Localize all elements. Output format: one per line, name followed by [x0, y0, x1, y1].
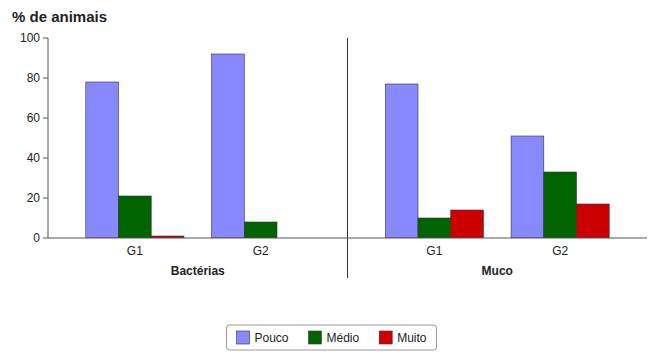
legend-frame — [226, 325, 436, 350]
y-tick — [43, 118, 48, 119]
bar — [576, 204, 609, 238]
bar — [86, 82, 119, 238]
x-axis: G1 G2 Bactérias G1 G2 Muco — [48, 38, 647, 278]
y-tick — [43, 78, 48, 79]
y-tick-label: 40 — [27, 151, 41, 165]
y-tick — [43, 38, 48, 39]
bar — [451, 210, 484, 238]
legend-label: Muito — [397, 331, 427, 345]
y-tick-label: 80 — [27, 71, 41, 85]
x-axis-line — [48, 238, 647, 239]
bar — [212, 54, 245, 238]
y-tick-label: 100 — [20, 31, 40, 45]
y-tick-label: 60 — [27, 111, 41, 125]
legend-swatch — [379, 331, 392, 344]
y-tick — [43, 158, 48, 159]
legend-label: Médio — [327, 331, 360, 345]
x-tick-label: G2 — [253, 244, 269, 258]
y-tick — [43, 198, 48, 199]
bar — [244, 222, 277, 238]
bar — [385, 84, 418, 238]
legend-swatch — [236, 331, 249, 344]
x-tick-label: G1 — [127, 244, 143, 258]
bar — [418, 218, 451, 238]
group-label: Bactérias — [171, 264, 225, 278]
x-tick-label: G2 — [552, 244, 568, 258]
legend-label: Pouco — [254, 331, 288, 345]
legend-swatch — [309, 331, 322, 344]
chart-svg: % de animais020406080100G1G2BactériasG1G… — [0, 0, 663, 363]
x-tick-label: G1 — [426, 244, 442, 258]
y-tick — [43, 238, 48, 239]
legend: Pouco Médio Muito — [226, 325, 436, 350]
y-axis-line — [48, 38, 49, 238]
y-axis: 0 20 40 60 80 100 — [20, 31, 48, 245]
y-tick-label: 20 — [27, 191, 41, 205]
title: % de animais — [12, 8, 107, 25]
chart-container: % de animais020406080100G1G2BactériasG1G… — [0, 0, 663, 363]
group-label: Muco — [482, 264, 513, 278]
bar — [544, 172, 577, 238]
bar — [119, 196, 152, 238]
group-divider — [347, 38, 348, 278]
y-tick-label: 0 — [33, 231, 40, 245]
bar — [511, 136, 544, 238]
